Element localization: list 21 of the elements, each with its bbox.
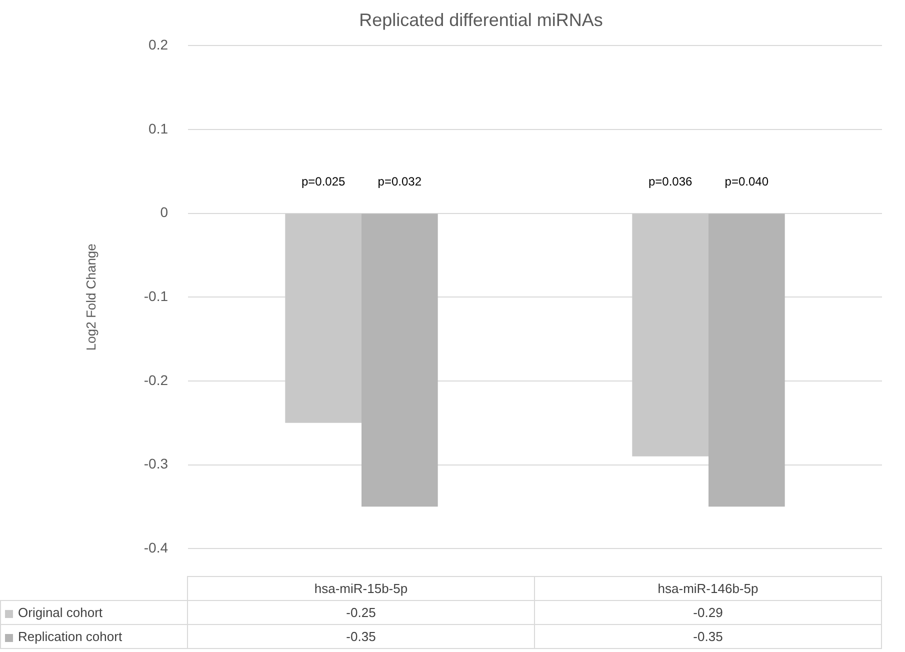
y-tick-label: 0: [160, 204, 168, 220]
data-label: -0.35: [534, 624, 882, 648]
x-tick-label: hsa-miR-146b-5p: [534, 576, 882, 600]
legend-label: Replication cohort: [0, 624, 188, 648]
y-tick-label: -0.2: [144, 372, 168, 388]
y-tick-label: -0.1: [144, 288, 168, 304]
y-tick-label: -0.4: [144, 539, 168, 556]
annotation: p=0.032: [378, 174, 422, 189]
y-tick-label: -0.3: [144, 456, 168, 472]
chart-title: Replicated differential miRNAs: [359, 10, 603, 30]
x-tick-label: hsa-miR-15b-5p: [188, 576, 534, 600]
data-label: -0.35: [188, 624, 534, 648]
y-tick-label: 0.1: [148, 120, 168, 136]
data-label: -0.29: [534, 600, 882, 624]
y-tick-label: 0.2: [148, 36, 168, 52]
legend-label: Original cohort: [0, 600, 188, 624]
y-axis-title: Log2 Fold Change: [83, 244, 98, 351]
annotation: p=0.025: [301, 174, 346, 189]
data-label: -0.25: [188, 600, 534, 624]
annotation: p=0.040: [724, 174, 769, 189]
annotation: p=0.036: [648, 174, 693, 189]
